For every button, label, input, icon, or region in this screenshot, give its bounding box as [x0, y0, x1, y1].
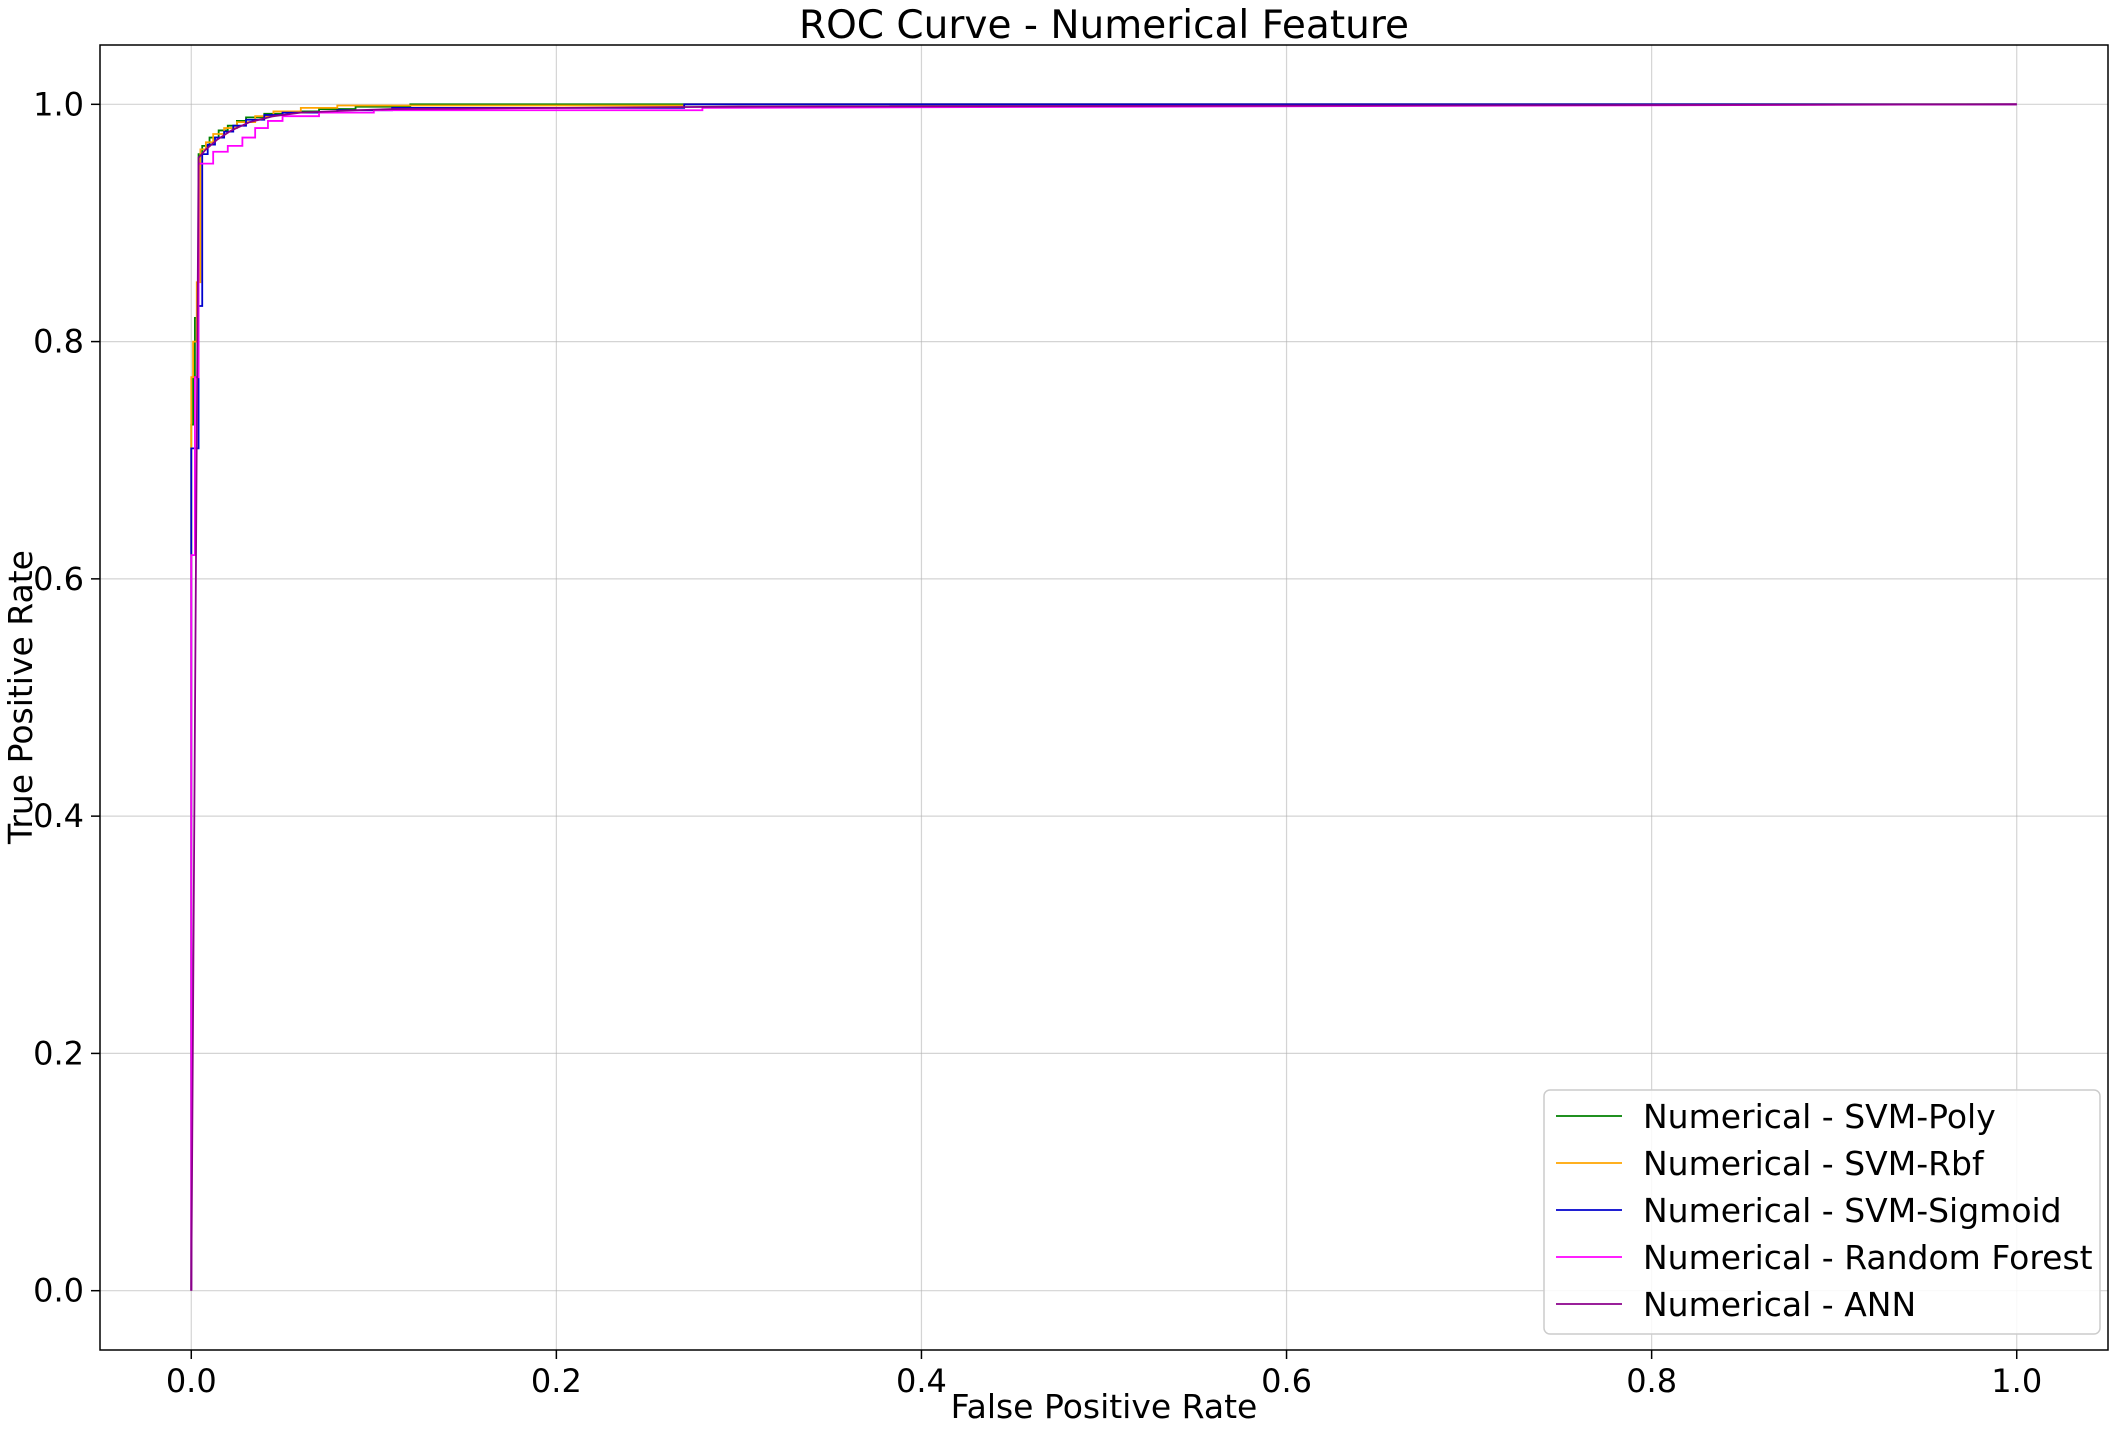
y-tick-label: 0.0 [33, 1272, 84, 1310]
x-tick-label: 0.0 [166, 1362, 217, 1400]
x-tick-label: 1.0 [1991, 1362, 2042, 1400]
x-axis-title: False Positive Rate [951, 1387, 1258, 1426]
legend-label: Numerical - Random Forest [1643, 1238, 2093, 1277]
chart-title: ROC Curve - Numerical Feature [799, 3, 1409, 48]
y-axis-title: True Positive Rate [1, 550, 40, 845]
legend-label: Numerical - ANN [1643, 1285, 1916, 1324]
tick-layer: 0.0 0.2 0.4 0.6 0.8 1.0 0.0 0.2 0.4 0.6 0.8 1.0 [33, 85, 2042, 1400]
y-tick-label: 0.8 [33, 323, 84, 361]
x-tick-label: 0.2 [531, 1362, 582, 1400]
series-line-1 [190, 103, 2017, 1291]
y-tick-label: 1.0 [33, 85, 84, 123]
x-tick-label: 0.4 [896, 1362, 947, 1400]
series-line-5 [190, 103, 2017, 1291]
legend-box [1543, 1089, 2101, 1335]
y-tick-label: 0.4 [33, 797, 84, 835]
series-line-4 [190, 103, 2017, 1291]
plot-frame [99, 44, 2109, 1351]
legend-label: Numerical - SVM-Rbf [1643, 1144, 1985, 1183]
legend-label: Numerical - SVM-Sigmoid [1643, 1191, 2062, 1230]
series-layer [190, 103, 2017, 1291]
grid-layer [100, 45, 2108, 1350]
legend: Numerical - SVM-Poly Numerical - SVM-Rbf N… [1543, 1089, 2101, 1335]
x-tick-label: 0.6 [1261, 1362, 1312, 1400]
x-tick-label: 0.8 [1626, 1362, 1677, 1400]
legend-label: Numerical - SVM-Poly [1643, 1097, 1996, 1136]
y-tick-label: 0.2 [33, 1034, 84, 1072]
y-tick-label: 0.6 [33, 560, 84, 598]
